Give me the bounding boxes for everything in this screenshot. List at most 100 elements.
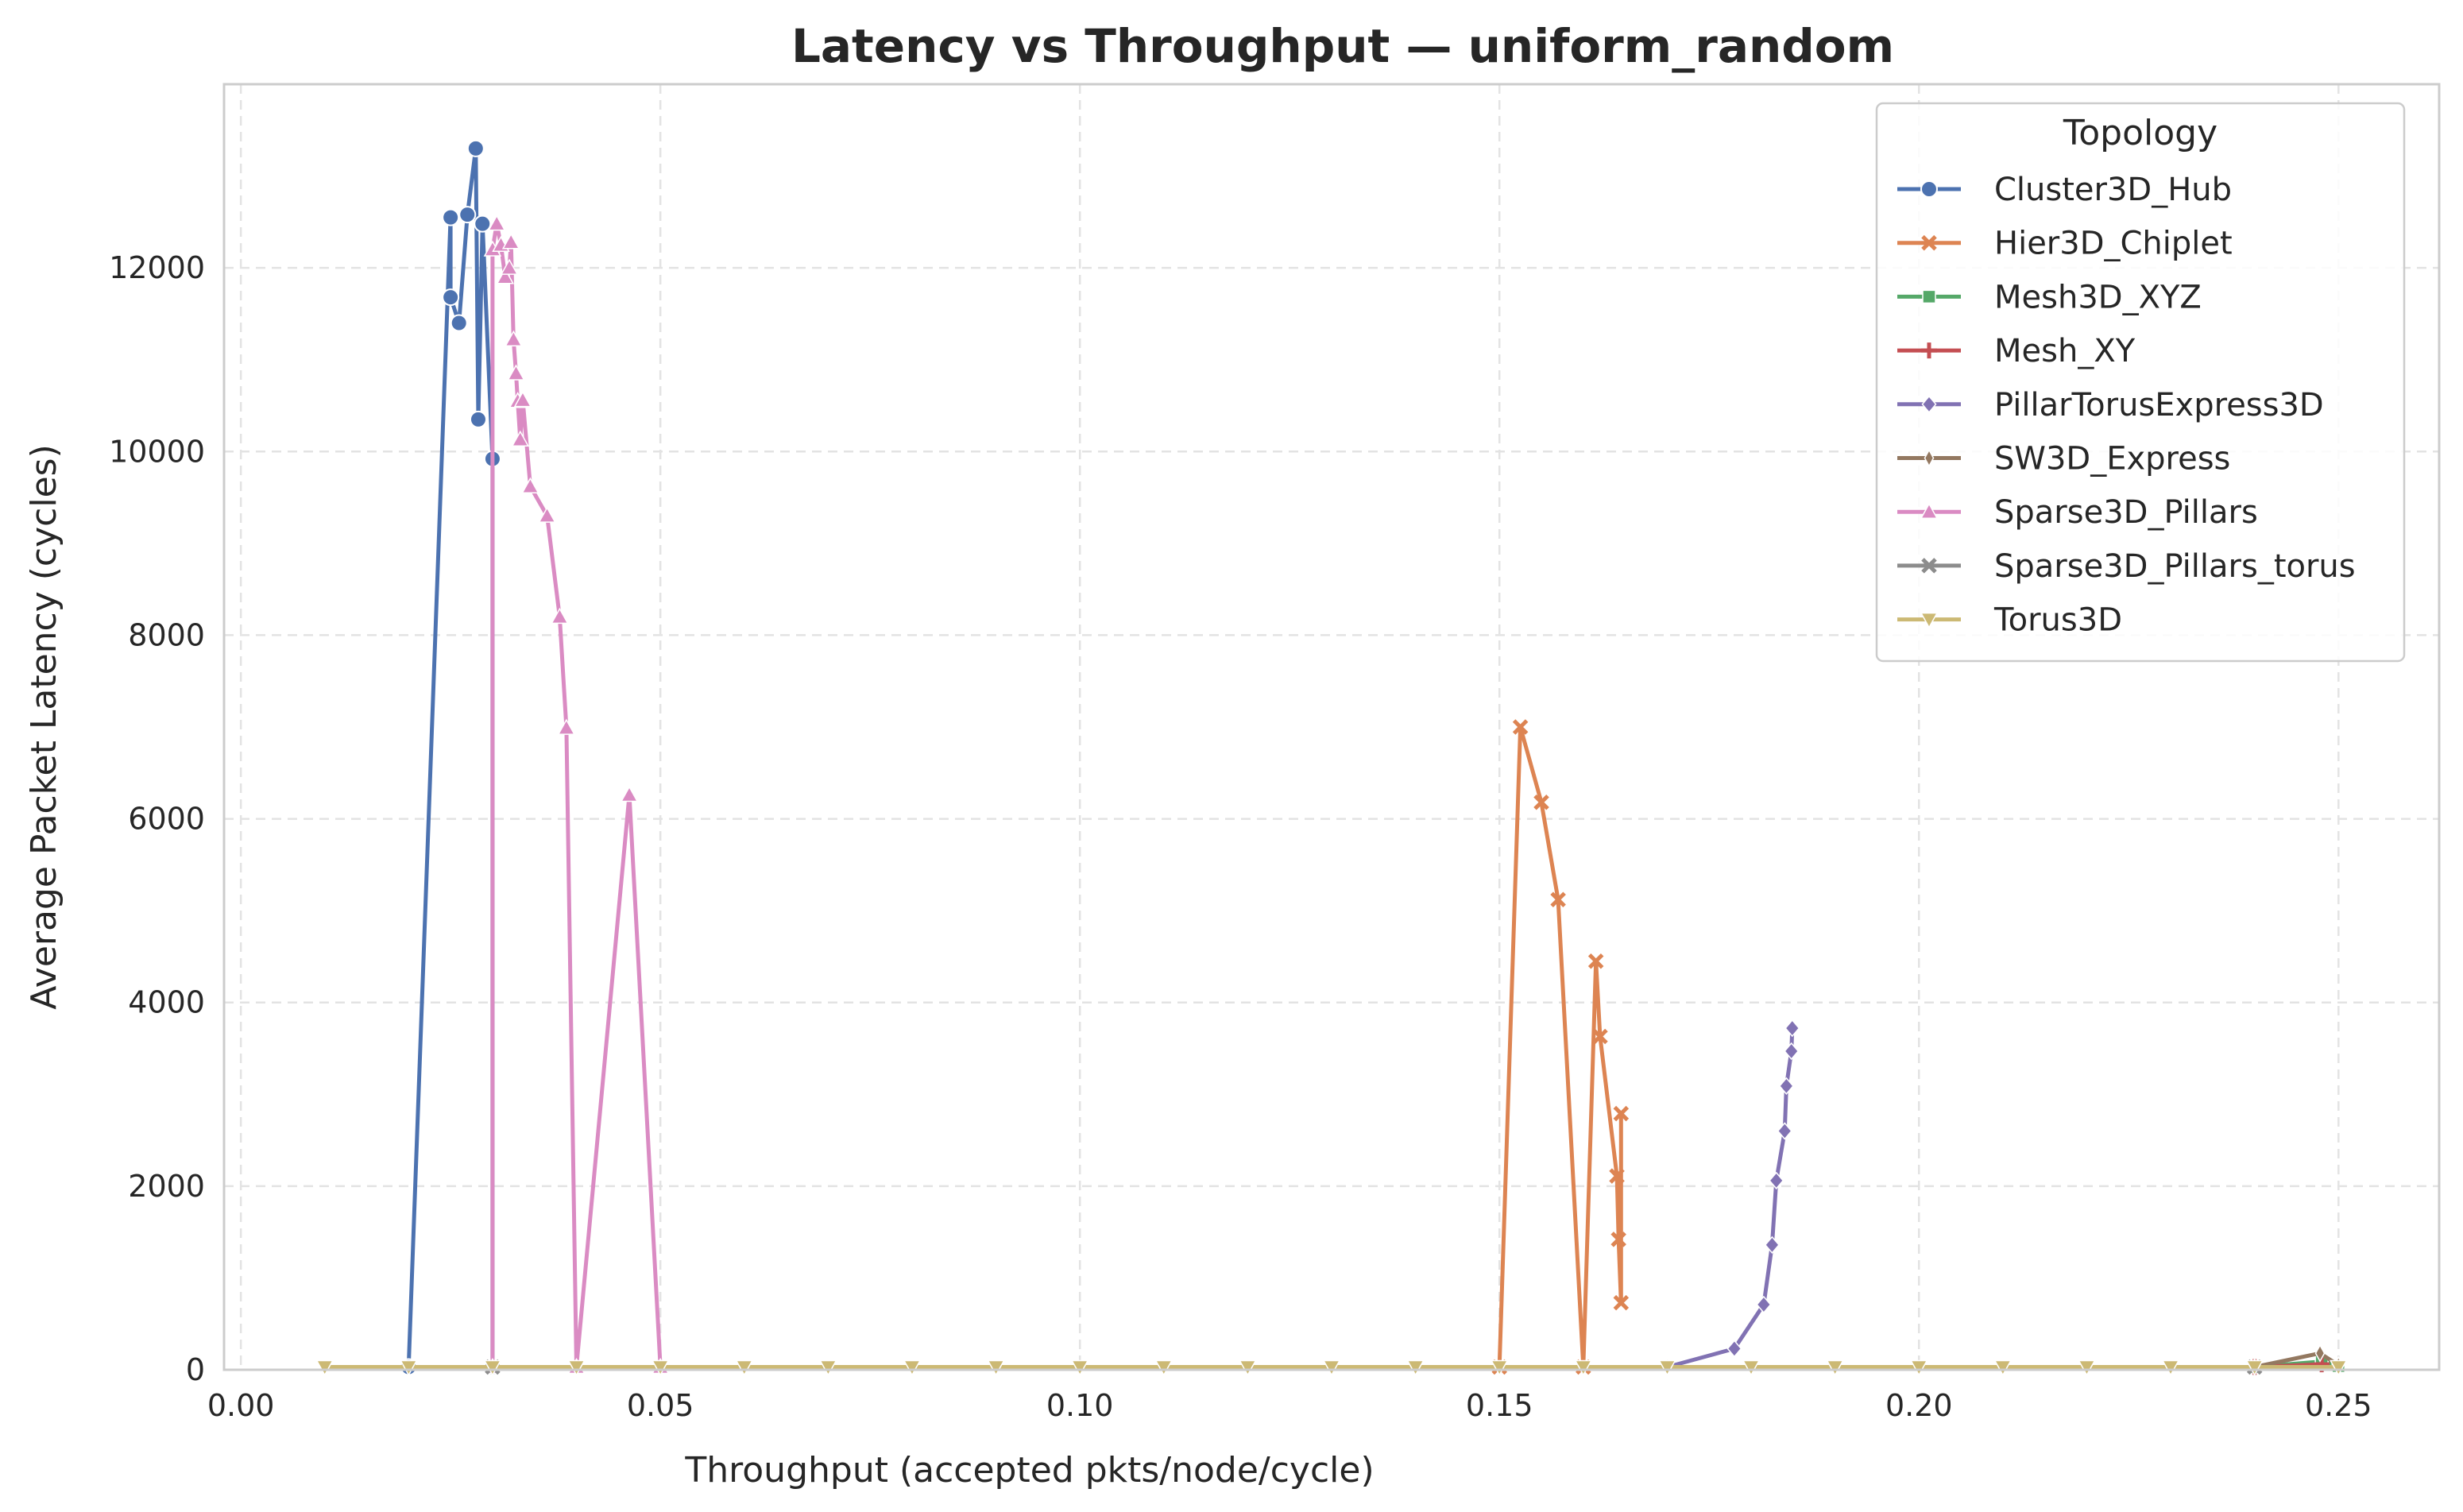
plot-frame bbox=[222, 83, 2441, 1371]
data-point bbox=[442, 208, 460, 226]
legend-item: Torus3D bbox=[1897, 602, 2122, 639]
y-axis: 0 2000 4000 6000 8000 10000 12000 bbox=[109, 250, 205, 1387]
x-tick-label: 0.15 bbox=[1466, 1388, 1533, 1423]
legend-box bbox=[1875, 102, 2406, 663]
data-point bbox=[1909, 1359, 1928, 1377]
data-point bbox=[1322, 1359, 1341, 1377]
data-point bbox=[442, 288, 460, 307]
data-point bbox=[450, 314, 468, 332]
data-point bbox=[2314, 1344, 2326, 1363]
data-point bbox=[487, 215, 506, 231]
data-point bbox=[1784, 1042, 1800, 1061]
data-point bbox=[505, 330, 523, 347]
legend-item: Sparse3D_Pillars bbox=[1897, 494, 2258, 531]
legend-label: SW3D_Express bbox=[1994, 441, 2230, 478]
data-point bbox=[538, 506, 556, 523]
data-point bbox=[1726, 1340, 1742, 1358]
data-point bbox=[507, 364, 525, 381]
series-layer bbox=[315, 139, 2348, 1377]
y-axis-title: Average Packet Latency (cycles) bbox=[24, 444, 64, 1009]
data-point bbox=[1610, 1232, 1626, 1247]
x-tick-label: 0.05 bbox=[627, 1388, 694, 1423]
data-point bbox=[1777, 1122, 1792, 1140]
data-point bbox=[1784, 1019, 1800, 1038]
legend-label: Sparse3D_Pillars bbox=[1994, 494, 2258, 531]
data-point bbox=[1921, 395, 1937, 413]
data-point bbox=[1993, 1359, 2013, 1377]
data-point bbox=[1406, 1359, 1425, 1377]
data-point bbox=[1920, 502, 1939, 519]
legend-label: Torus3D bbox=[1993, 602, 2122, 639]
legend-label: Sparse3D_Pillars_torus bbox=[1994, 548, 2356, 585]
legend-label: Mesh3D_XYZ bbox=[1994, 279, 2202, 315]
data-point bbox=[501, 233, 520, 249]
legend-item: PillarTorusExpress3D bbox=[1897, 387, 2324, 423]
data-point bbox=[2078, 1359, 2096, 1377]
data-point bbox=[819, 1359, 837, 1377]
y-tick-label: 8000 bbox=[128, 617, 205, 652]
data-point bbox=[469, 410, 487, 428]
x-tick-label: 0.10 bbox=[1046, 1388, 1114, 1423]
data-point bbox=[1574, 1359, 1593, 1377]
data-point bbox=[2245, 1359, 2264, 1377]
data-point bbox=[521, 477, 539, 493]
data-point bbox=[620, 785, 639, 802]
data-point bbox=[1920, 180, 1938, 198]
legend-item: Hier3D_Chiplet bbox=[1897, 226, 2233, 262]
data-point bbox=[2161, 1359, 2180, 1377]
data-point bbox=[1742, 1359, 1761, 1377]
data-point bbox=[551, 607, 569, 625]
data-point bbox=[466, 139, 485, 157]
data-point bbox=[735, 1359, 754, 1377]
legend-label: Hier3D_Chiplet bbox=[1994, 226, 2233, 262]
data-point bbox=[1070, 1359, 1089, 1377]
y-tick-label: 4000 bbox=[128, 985, 205, 1020]
data-point bbox=[1756, 1295, 1772, 1314]
data-point bbox=[1490, 1359, 1509, 1377]
data-point bbox=[1778, 1077, 1794, 1096]
data-point bbox=[1921, 342, 1937, 359]
legend-items: Cluster3D_Hub Hier3D_Chiplet Mesh3D_XYZ Mes… bbox=[1897, 172, 2356, 639]
data-point bbox=[1924, 448, 1935, 468]
legend-item: Cluster3D_Hub bbox=[1897, 172, 2232, 208]
x-tick-label: 0.25 bbox=[2305, 1388, 2372, 1423]
legend-label: Mesh_XY bbox=[1994, 333, 2136, 369]
data-point bbox=[903, 1359, 922, 1377]
data-point bbox=[400, 1359, 418, 1377]
data-point bbox=[1658, 1359, 1676, 1377]
data-point bbox=[1550, 891, 1566, 908]
data-point bbox=[1592, 1028, 1608, 1045]
data-point bbox=[651, 1359, 670, 1377]
data-point bbox=[315, 1359, 334, 1377]
data-point bbox=[1921, 558, 1937, 574]
data-point bbox=[1533, 795, 1549, 810]
data-point bbox=[1154, 1359, 1174, 1377]
x-tick-label: 0.00 bbox=[207, 1388, 275, 1423]
data-point bbox=[1609, 1168, 1625, 1184]
data-point bbox=[496, 268, 515, 284]
y-tick-label: 12000 bbox=[109, 250, 205, 285]
data-point bbox=[1587, 953, 1604, 969]
x-axis: 0.00 0.05 0.10 0.15 0.20 0.25 bbox=[207, 1388, 2372, 1423]
data-point bbox=[513, 391, 532, 408]
data-point bbox=[1921, 234, 1937, 251]
x-axis-title: Throughput (accepted pkts/node/cycle) bbox=[684, 1450, 1374, 1491]
y-tick-label: 0 bbox=[186, 1352, 205, 1387]
chart-title: Latency vs Throughput — uniform_random bbox=[791, 19, 1894, 73]
series-sparse3d-pillars bbox=[483, 215, 670, 1375]
data-point bbox=[511, 430, 530, 447]
series-torus3d bbox=[315, 1359, 2348, 1377]
data-point bbox=[500, 258, 519, 275]
data-point bbox=[1613, 1105, 1630, 1122]
data-point bbox=[987, 1359, 1005, 1377]
legend-label: PillarTorusExpress3D bbox=[1994, 387, 2324, 423]
data-point bbox=[1512, 719, 1529, 735]
y-tick-label: 10000 bbox=[109, 434, 205, 469]
data-point bbox=[1764, 1236, 1780, 1254]
data-point bbox=[2329, 1359, 2348, 1377]
legend-label: Cluster3D_Hub bbox=[1994, 172, 2232, 208]
data-point bbox=[458, 206, 477, 224]
data-point bbox=[1239, 1359, 1257, 1377]
y-tick-label: 2000 bbox=[128, 1169, 205, 1204]
